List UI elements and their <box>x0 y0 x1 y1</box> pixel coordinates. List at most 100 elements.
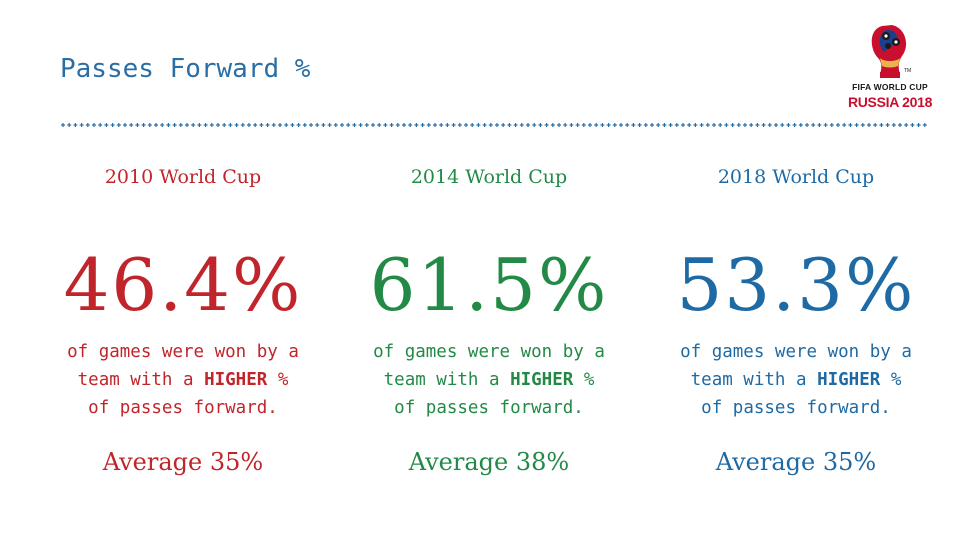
divider-plus-mark <box>891 123 896 127</box>
divider-plus-mark <box>321 123 326 127</box>
divider-plus-mark <box>681 123 685 127</box>
divider-plus-mark <box>662 123 667 127</box>
divider-plus-mark <box>581 123 586 127</box>
divider-plus-mark <box>433 123 437 127</box>
column-2010: 2010 World Cup 46.4% of games were won b… <box>33 160 333 478</box>
divider-plus-mark <box>774 123 778 127</box>
divider-plus-mark <box>761 123 766 127</box>
divider-plus-mark <box>922 123 927 127</box>
divider-plus-mark <box>488 123 493 127</box>
description-line-2: team with a HIGHER % <box>33 366 333 394</box>
divider-plus-mark <box>495 123 499 127</box>
divider-plus-mark <box>358 123 363 127</box>
divider-plus-mark <box>668 123 673 127</box>
column-2014: 2014 World Cup 61.5% of games were won b… <box>339 160 639 478</box>
divider-plus-mark <box>364 123 369 127</box>
description-line-3: of passes forward. <box>701 398 891 418</box>
divider-plus-mark <box>619 123 623 127</box>
divider-plus-mark <box>736 123 741 127</box>
divider-plus-mark <box>588 123 592 127</box>
divider-plus-mark <box>501 123 506 127</box>
divider-plus-mark <box>526 123 530 127</box>
divider-plus-mark <box>792 123 797 127</box>
divider-plus-mark <box>650 123 654 127</box>
divider-plus-mark <box>643 123 648 127</box>
divider-plus-mark <box>519 123 524 127</box>
divider-plus-mark <box>836 123 840 127</box>
divider-plus-mark <box>637 123 642 127</box>
divider-plus-mark <box>247 123 251 127</box>
divider-plus-mark <box>290 123 295 127</box>
divider-plus-mark <box>674 123 679 127</box>
description-line-3: of passes forward. <box>88 398 278 418</box>
divider-plus-mark <box>420 123 425 127</box>
divider-plus-mark <box>172 123 177 127</box>
divider-plus-mark <box>699 123 704 127</box>
divider-plus-mark <box>209 123 214 127</box>
divider-plus-mark <box>898 123 902 127</box>
divider-plus-mark <box>327 123 332 127</box>
divider-plus-mark <box>85 123 90 127</box>
divider-plus-mark <box>482 123 487 127</box>
description-text: % <box>267 370 289 390</box>
divider-plus-mark <box>860 123 865 127</box>
divider-plus-mark <box>79 123 84 127</box>
divider-plus-mark <box>805 123 809 127</box>
divider-plus-mark <box>383 123 388 127</box>
divider-plus-mark <box>309 123 313 127</box>
divider-plus-mark <box>786 123 791 127</box>
description-text: % <box>573 370 595 390</box>
divider-plus-mark <box>129 123 134 127</box>
divider-plus-mark <box>426 123 431 127</box>
divider-plus-mark <box>197 123 202 127</box>
divider-plus-mark <box>141 123 146 127</box>
description-text: team with a <box>690 370 818 390</box>
divider-plus-mark <box>315 123 320 127</box>
divider-plus-mark <box>278 123 282 127</box>
column-heading: 2010 World Cup <box>104 166 262 188</box>
description: of games were won by a team with a HIGHE… <box>33 338 333 422</box>
divider-plus-mark <box>625 123 630 127</box>
divider-plus-mark <box>811 123 816 127</box>
trophy-emblem-icon: TM <box>871 25 911 78</box>
divider-plus-mark <box>916 123 921 127</box>
divider-plus-mark <box>557 123 561 127</box>
divider-plus-mark <box>532 123 537 127</box>
divider-plus-mark <box>166 123 171 127</box>
divider-plus-mark <box>718 123 723 127</box>
divider-plus-mark <box>340 123 344 127</box>
divider-plus-mark <box>724 123 729 127</box>
average-value: Average 35% <box>715 448 877 476</box>
divider-plus-mark <box>910 123 915 127</box>
divider-plus-mark <box>507 123 512 127</box>
divider-plus-mark <box>414 123 419 127</box>
divider-plus-mark <box>154 123 158 127</box>
divider-plus-mark <box>457 123 462 127</box>
divider-plus-mark <box>563 123 568 127</box>
description-line-1: of games were won by a <box>680 342 912 362</box>
divider-plus-mark <box>395 123 400 127</box>
description: of games were won by a team with a HIGHE… <box>339 338 639 422</box>
divider-plus-mark <box>705 123 710 127</box>
column-heading: 2014 World Cup <box>410 166 568 188</box>
divider-plus-mark <box>253 123 258 127</box>
divider-plus-mark <box>234 123 239 127</box>
divider-plus-mark <box>867 123 871 127</box>
divider-plus-mark <box>854 123 859 127</box>
divider-plus-mark <box>687 123 692 127</box>
description-text: team with a <box>383 370 511 390</box>
divider-plus-mark <box>216 123 220 127</box>
divider-plus-mark <box>203 123 208 127</box>
big-percentage: 46.4% <box>63 243 303 327</box>
divider-plus-mark <box>823 123 828 127</box>
divider-plus-mark <box>185 123 189 127</box>
divider-plus-mark <box>693 123 698 127</box>
average-value: Average 38% <box>408 448 570 476</box>
divider-plus-mark <box>749 123 754 127</box>
divider-plus-mark <box>606 123 611 127</box>
divider-plus-mark <box>743 123 747 127</box>
divider-plus-mark <box>98 123 103 127</box>
divider-plus-mark <box>92 123 96 127</box>
divider-plus-mark <box>222 123 227 127</box>
divider-plus-mark <box>755 123 760 127</box>
